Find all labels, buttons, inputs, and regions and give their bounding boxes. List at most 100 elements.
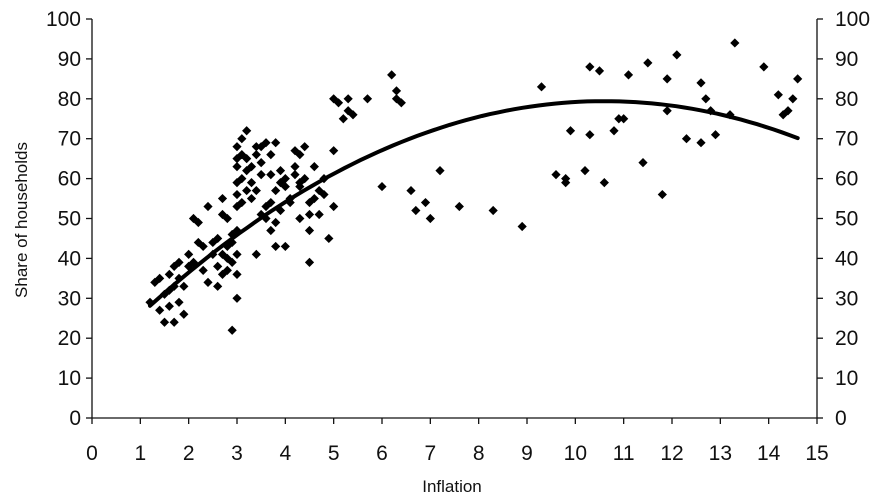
data-point	[329, 94, 339, 104]
y-tick-label: 90	[58, 48, 81, 71]
data-point	[517, 221, 527, 232]
y-tick-label: 10	[58, 367, 81, 390]
data-point	[672, 50, 682, 60]
data-point	[343, 94, 353, 104]
data-point	[145, 297, 155, 307]
data-point	[271, 217, 281, 228]
data-point	[594, 66, 605, 76]
data-point	[304, 209, 315, 220]
data-point	[217, 249, 228, 260]
y-tick-label-right: 90	[835, 48, 858, 71]
data-point	[309, 193, 319, 204]
data-point	[242, 154, 252, 164]
data-point	[237, 197, 247, 208]
y-tick-label-right: 80	[835, 88, 858, 111]
data-point	[551, 170, 561, 180]
data-point	[275, 166, 286, 176]
data-point	[261, 138, 271, 148]
data-point	[155, 305, 165, 315]
data-point	[203, 201, 213, 212]
data-point	[213, 261, 223, 271]
data-point	[213, 233, 223, 244]
data-point	[759, 62, 769, 72]
data-point	[580, 166, 590, 176]
data-point	[396, 98, 406, 108]
data-point	[227, 257, 237, 267]
data-point	[329, 201, 339, 212]
x-axis-title: Inflation	[422, 477, 482, 496]
data-point	[710, 130, 721, 140]
x-tick-label: 9	[521, 442, 533, 465]
data-point	[425, 213, 435, 224]
data-point	[623, 70, 634, 80]
data-point	[420, 197, 431, 208]
data-point	[222, 253, 232, 263]
y-tick-label: 20	[58, 327, 81, 350]
data-point	[280, 174, 290, 184]
data-point	[338, 114, 348, 124]
data-point	[319, 189, 329, 200]
data-point	[222, 265, 232, 275]
data-point	[266, 225, 276, 236]
data-point	[164, 269, 174, 279]
data-point	[730, 38, 740, 48]
data-point	[657, 189, 667, 200]
data-point	[193, 217, 203, 228]
y-tick-label-right: 60	[835, 168, 858, 191]
left-y-tick-labels: 0 10 20 30 40 50 60 70 80 90 100	[46, 8, 81, 430]
data-point	[333, 98, 344, 108]
data-point	[662, 74, 672, 84]
data-point	[773, 90, 783, 100]
x-tick-label: 0	[86, 442, 98, 465]
y-tick-label-right: 100	[835, 8, 870, 31]
data-point	[300, 142, 310, 152]
data-point	[232, 142, 242, 152]
data-point	[246, 193, 257, 204]
x-tick-label: 2	[183, 442, 195, 465]
y-tick-label: 0	[69, 407, 81, 430]
data-point	[266, 197, 276, 208]
data-point	[561, 177, 571, 188]
data-point	[213, 281, 223, 291]
data-point	[266, 150, 276, 160]
data-point	[788, 94, 798, 104]
data-point	[585, 130, 595, 140]
x-tick-label: 12	[660, 442, 683, 465]
data-point	[232, 162, 242, 172]
data-point	[290, 162, 300, 172]
data-point	[271, 241, 281, 252]
data-point	[411, 205, 421, 216]
trend-line	[148, 99, 800, 308]
y-tick-label-right: 0	[835, 407, 847, 430]
data-point	[309, 162, 319, 172]
data-point	[198, 265, 208, 275]
data-point	[280, 241, 290, 252]
data-point	[256, 209, 266, 220]
data-point	[242, 126, 252, 136]
data-point	[271, 138, 281, 148]
y-tick-label: 50	[58, 208, 81, 231]
y-tick-label: 60	[58, 168, 81, 191]
data-point	[619, 114, 629, 124]
data-point	[599, 177, 609, 188]
data-point	[565, 126, 576, 136]
data-point	[348, 110, 358, 120]
data-point	[793, 74, 803, 84]
x-tick-label: 8	[473, 442, 485, 465]
axes	[86, 18, 823, 424]
data-point	[251, 249, 261, 260]
data-point	[696, 78, 706, 88]
data-point	[256, 142, 266, 152]
data-point	[232, 249, 242, 260]
data-point	[169, 317, 179, 327]
y-tick-label: 40	[58, 247, 81, 270]
data-point	[198, 241, 208, 252]
data-point	[643, 58, 653, 68]
data-point	[329, 146, 339, 156]
y-tick-label-right: 40	[835, 247, 858, 270]
data-points	[145, 38, 803, 335]
x-tick-label: 13	[709, 442, 732, 465]
data-point	[237, 174, 247, 184]
data-point	[304, 225, 315, 236]
x-tick-label: 7	[424, 442, 436, 465]
